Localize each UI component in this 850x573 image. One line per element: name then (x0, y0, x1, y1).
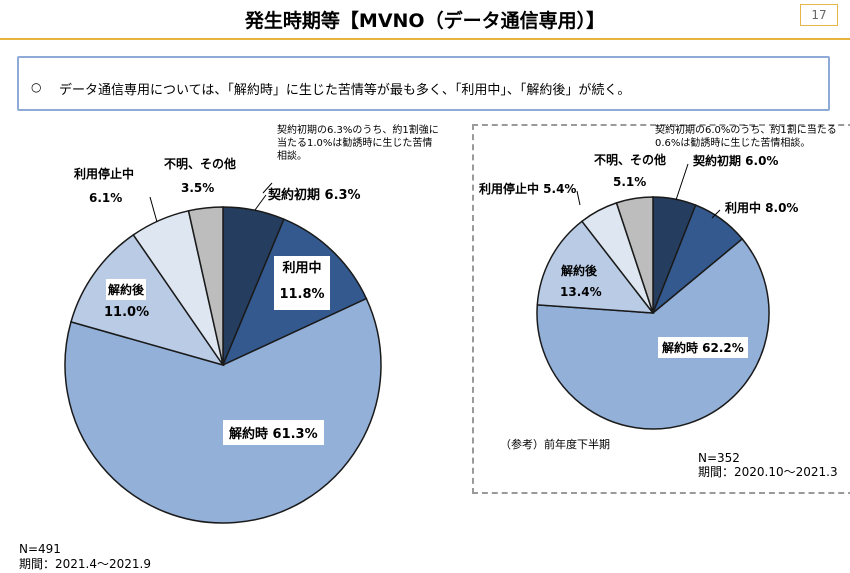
pie-chart-current (64, 206, 382, 524)
label-riyouchuu-previous: 利用中 8.0% (725, 201, 799, 215)
label-teishi-name-current: 利用停止中 (74, 167, 135, 181)
leader-line-keiyaku-1 (254, 194, 267, 211)
pie-chart-previous (536, 196, 770, 430)
title-underline (0, 38, 850, 40)
label-kaiyakuji-current: 解約時 61.3% (223, 420, 324, 445)
page-number: 17 (800, 4, 838, 26)
leader-line-note-1 (262, 182, 273, 194)
leader-line-keiyaku-2 (675, 163, 689, 201)
label-riyouchuu-name-current: 利用中 (282, 261, 322, 276)
pie-slice-kaiyakugo-previous (536, 220, 655, 314)
summary-text: データ通信専用については、「解約時」に生じた苦情等が最も多く、「利用中」、「解約… (59, 83, 631, 98)
label-kaiyakugo-value-current: 11.0% (104, 305, 150, 320)
label-fumei-name-current: 不明、その他 (164, 157, 237, 171)
pie-slice-kaiyakuji-current (64, 297, 382, 524)
note-previous-line1: 契約初期の6.0%のうち、約1割に当たる (655, 125, 837, 136)
leader-line-riyou-2 (711, 209, 721, 219)
summary-box: ○ データ通信専用については、「解約時」に生じた苦情等が最も多く、「利用中」、「… (17, 56, 830, 111)
pie-slice-kaiyakuji-previous (536, 237, 770, 430)
sample-size-previous: N=352 (698, 451, 740, 465)
label-fumei-value-current: 3.5% (181, 181, 215, 195)
label-kaiyakugo-value-previous: 13.4% (560, 285, 602, 299)
pie-slice-kaiyakugo-current (70, 233, 225, 367)
label-fumei-value-previous: 5.1% (613, 175, 647, 189)
label-fumei-name-previous: 不明、その他 (594, 153, 667, 167)
label-riyouchuu-box-current: 利用中 11.8% (274, 256, 330, 310)
label-keiyaku-previous: 契約初期 6.0% (693, 154, 779, 168)
label-kaiyakuji-previous: 解約時 62.2% (658, 337, 748, 358)
pie-slice-fumei-current (187, 206, 224, 366)
period-previous: 期間：2020.10～2021.3 (698, 465, 838, 479)
leader-line-teishi-2 (576, 190, 581, 206)
note-previous-line2: 0.6%は勧誘時に生じた苦情相談。 (655, 138, 811, 149)
label-keiyaku-current: 契約初期 6.3% (268, 188, 361, 203)
period-current: 期間：2021.4～2021.9 (19, 557, 151, 571)
label-kaiyakugo-name-current: 解約後 (106, 279, 147, 300)
label-riyouchuu-value-current: 11.8% (279, 287, 325, 302)
pie-slice-fumei-previous (615, 196, 654, 314)
label-kaiyakugo-name-previous: 解約後 (561, 264, 598, 278)
note-current-line1: 契約初期の6.3%のうち、約1割強に (277, 125, 439, 136)
summary-bullet-icon: ○ (31, 80, 42, 94)
reference-frame (472, 124, 850, 494)
label-teishi-previous: 利用停止中 5.4% (479, 182, 577, 196)
label-teishi-value-current: 6.1% (89, 191, 123, 205)
note-current-line2: 当たる1.0%は勧誘時に生じた苦情 (277, 138, 433, 149)
leader-lines (149, 163, 721, 223)
sample-size-current: N=491 (19, 542, 61, 556)
leader-line-fumei-1 (149, 196, 158, 223)
page-title: 発生時期等【MVNO（データ通信専用）】 (244, 10, 606, 32)
note-current-line3: 相談。 (277, 151, 307, 162)
reference-caption: （参考）前年度下半期 (500, 438, 610, 451)
